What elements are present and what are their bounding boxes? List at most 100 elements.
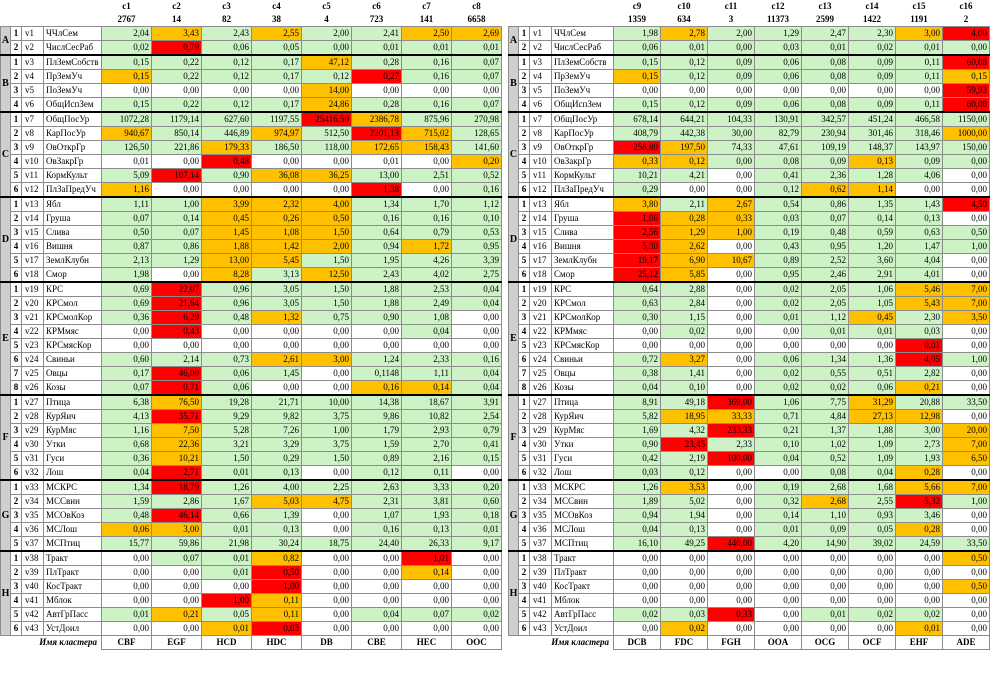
row-variable-code: v36 — [529, 522, 552, 537]
value-cell: 13,00 — [351, 168, 402, 183]
value-cell: 369,00 — [707, 394, 755, 410]
value-cell: 0,00 — [613, 593, 661, 608]
row-variable-name: КосТракт — [43, 579, 102, 594]
value-cell: 19,28 — [201, 394, 252, 410]
row-subindex: 7 — [10, 366, 22, 381]
value-cell: 0,08 — [801, 97, 849, 113]
value-cell: 0,02 — [754, 380, 802, 396]
value-cell: 1,26 — [201, 479, 252, 495]
cluster-id: c2 — [172, 1, 181, 11]
value-cell: 512,50 — [301, 126, 352, 141]
row-subindex: 6 — [10, 465, 22, 481]
row-variable-name: ПоЗемУч — [551, 83, 614, 98]
row-subindex: 4 — [518, 437, 530, 452]
value-cell: 0,86 — [151, 239, 202, 254]
value-cell: 5,02 — [660, 494, 708, 509]
row-variable-code: v40 — [529, 579, 552, 594]
value-cell: 0,00 — [848, 593, 896, 608]
row-subindex: 3 — [10, 310, 22, 325]
value-cell: 0,00 — [201, 83, 252, 98]
value-cell: 0,05 — [848, 522, 896, 537]
value-cell: 1,01 — [401, 550, 452, 566]
value-cell: 0,09 — [801, 522, 849, 537]
value-cell: 2,68 — [801, 479, 849, 495]
value-cell: 9,29 — [201, 409, 252, 424]
row-variable-code: v18 — [21, 267, 44, 283]
value-cell: 1,93 — [401, 508, 452, 523]
value-cell: 0,00 — [707, 565, 755, 580]
value-cell: 0,00 — [754, 579, 802, 594]
value-cell: 0,90 — [201, 168, 252, 183]
row-variable-name: ОвОткрГр — [551, 140, 614, 155]
row-subindex: 2 — [518, 296, 530, 311]
value-cell: 4,00 — [251, 479, 302, 495]
row-variable-name: ОвОткрГр — [43, 140, 102, 155]
value-cell: 0,75 — [301, 310, 352, 325]
value-cell: 4,50 — [942, 196, 990, 212]
row-variable-code: v21 — [21, 310, 44, 325]
value-cell: 301,46 — [848, 126, 896, 141]
row-subindex: 2 — [10, 126, 22, 141]
row-variable-code: v42 — [21, 607, 44, 622]
value-cell: 0,82 — [251, 550, 302, 566]
cluster-name: CBE — [351, 635, 402, 650]
table-row: 2 v14 Груша 1,06 0,28 0,33 0,03 0,07 0,14 0,13 0,0… — [509, 211, 990, 226]
value-cell: 16,10 — [613, 536, 661, 552]
value-cell: 5,46 — [895, 281, 943, 297]
row-variable-code: v9 — [529, 140, 552, 155]
value-cell: 20,00 — [942, 423, 990, 438]
value-cell: 1197,55 — [251, 111, 302, 127]
table-row: 2 v20 КРСмол 0,69 21,64 0,96 3,05 1,50 1,88 2,49 0… — [1, 296, 502, 311]
value-cell: 678,14 — [613, 111, 661, 127]
value-cell: 1,98 — [101, 267, 152, 283]
value-cell: 0,03 — [754, 40, 802, 56]
value-cell: 0,04 — [451, 281, 502, 297]
table-row: 6 v12 ПлЗаПредУч 0,29 0,00 0,00 0,12 0,62 1,14 0,… — [509, 182, 990, 198]
value-cell: 3,60 — [848, 253, 896, 268]
row-variable-name: ЧЧлСем — [43, 26, 102, 41]
value-cell: 21,64 — [151, 296, 202, 311]
value-cell: 0,01 — [451, 522, 502, 537]
group-label: A — [508, 26, 519, 56]
group-label: E — [508, 281, 519, 396]
row-variable-code: v9 — [21, 140, 44, 155]
value-cell: 0,00 — [754, 338, 802, 353]
cluster-name-label: Имя кластера — [39, 637, 97, 648]
value-cell: 22,07 — [151, 281, 202, 297]
row-variable-name: МСКРС — [551, 479, 614, 495]
value-cell: 2,86 — [151, 494, 202, 509]
value-cell: 6,38 — [101, 394, 152, 410]
value-cell: 0,11 — [895, 54, 943, 70]
row-variable-name: КРС — [43, 281, 102, 297]
value-cell: 0,00 — [707, 593, 755, 608]
value-cell: 0,00 — [942, 508, 990, 523]
value-cell: 1,59 — [351, 437, 402, 452]
value-cell: 0,00 — [613, 579, 661, 594]
row-subindex: 3 — [518, 225, 530, 240]
row-variable-name: АвтГрПасс — [43, 607, 102, 622]
group-label: E — [0, 281, 11, 396]
row-subindex: 2 — [10, 69, 22, 84]
value-cell: 0,89 — [754, 253, 802, 268]
cluster-name: DCB — [613, 635, 661, 650]
value-cell: 2,36 — [801, 168, 849, 183]
value-cell: 0,14 — [401, 380, 452, 396]
value-cell: 0,12 — [201, 97, 252, 113]
value-cell: 1,06 — [754, 394, 802, 410]
value-cell: 2,14 — [151, 352, 202, 367]
value-cell: 1,67 — [201, 494, 252, 509]
value-cell: 0,43 — [151, 324, 202, 339]
value-cell: 0,53 — [451, 225, 502, 240]
value-cell: 0,14 — [848, 211, 896, 226]
value-cell: 1,00 — [201, 593, 252, 608]
value-cell: 2,73 — [895, 437, 943, 452]
value-cell: 0,00 — [351, 579, 402, 594]
value-cell: 0,00 — [351, 338, 402, 353]
value-cell: 0,21 — [754, 423, 802, 438]
row-subindex: 2 — [518, 40, 530, 56]
table-row: A 1 v1 ЧЧлСем 1,98 2,78 2,00 1,29 2,47 2,30 3,00 4,… — [508, 26, 990, 56]
row-variable-name: КРС — [551, 281, 614, 297]
value-cell: 0,01 — [895, 40, 943, 56]
row-variable-name: КРСмолКор — [43, 310, 102, 325]
value-cell: 1,11 — [401, 366, 452, 381]
